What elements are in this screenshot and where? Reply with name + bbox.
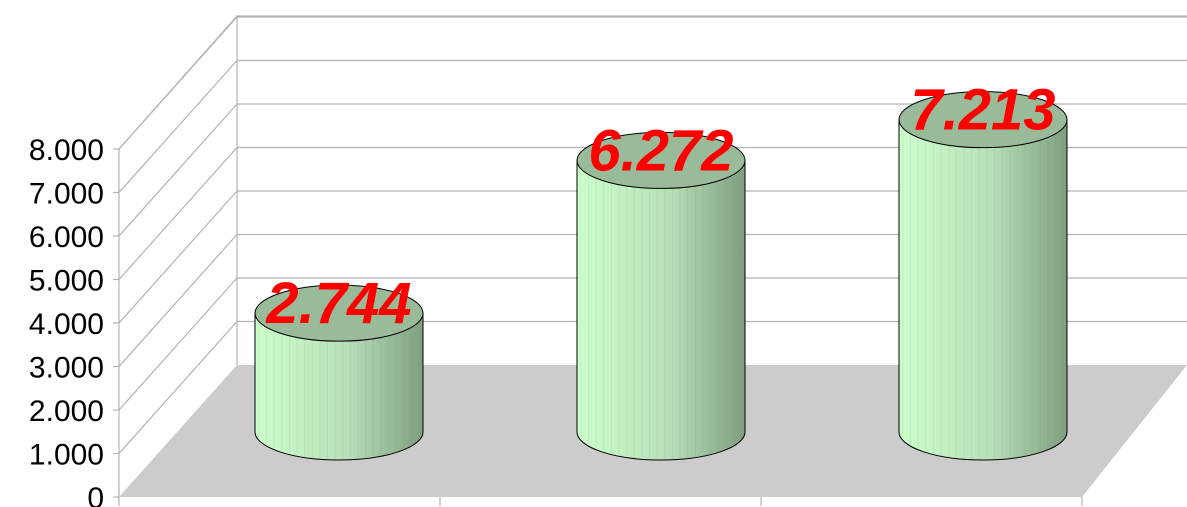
gridline-side — [118, 321, 238, 454]
bar — [898, 91, 1068, 461]
y-axis-tick-labels: 0 1.000 2.000 3.000 4.000 5.000 6.000 7.000 8.00… — [29, 134, 119, 507]
gridline-side — [118, 103, 238, 237]
bar-top — [576, 131, 746, 189]
y-tick-label: 3.000 — [29, 352, 104, 385]
gridline-side — [118, 277, 238, 411]
y-tick-label: 7.000 — [29, 178, 104, 211]
data-labels: 2.744 6.272 7.213 — [265, 78, 1055, 337]
bar-body — [254, 312, 424, 461]
bar-series — [254, 91, 1068, 461]
gridline-side — [118, 60, 238, 193]
gridline-side — [118, 190, 238, 324]
y-tick-label: 1.000 — [29, 439, 104, 472]
bar-top — [254, 284, 424, 342]
y-tick-label: 0 — [87, 482, 104, 507]
gridline-side — [118, 147, 238, 280]
y-tick-label: 5.000 — [29, 265, 104, 298]
y-tick-label: 6.000 — [29, 221, 104, 254]
y-tick-label: 2.000 — [29, 395, 104, 428]
bar — [254, 284, 424, 461]
data-label: 2.744 — [265, 271, 411, 336]
y-tick-label: 8.000 — [29, 134, 104, 167]
x-axis-ticks — [118, 497, 1083, 506]
gridline-side — [118, 234, 238, 367]
data-label: 6.272 — [588, 118, 733, 183]
y-tick-label: 4.000 — [29, 308, 104, 341]
bar — [576, 131, 746, 461]
bar-top — [898, 91, 1068, 149]
data-label: 7.213 — [910, 78, 1055, 143]
bar-body — [898, 119, 1068, 461]
gridline-side — [118, 16, 238, 150]
bar-body — [576, 159, 746, 461]
